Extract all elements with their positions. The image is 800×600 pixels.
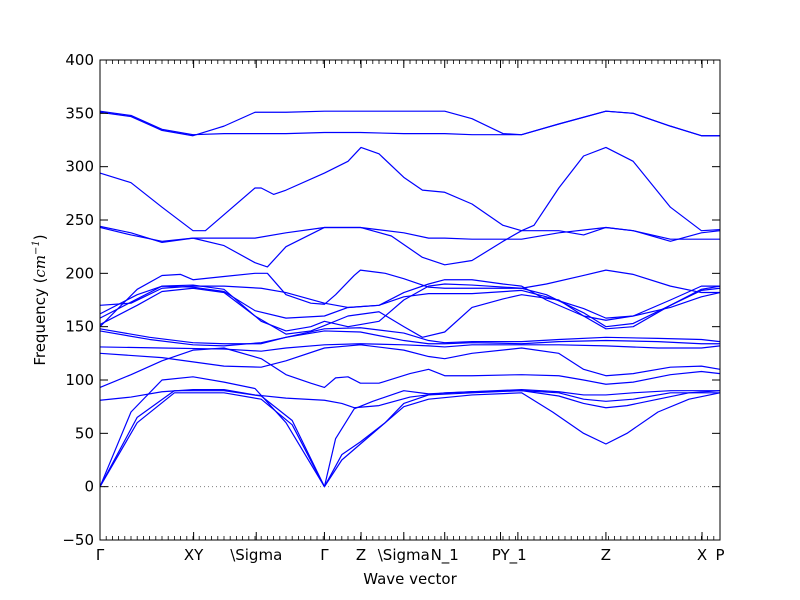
band-line-17	[99, 146, 721, 232]
x-tick-label: Z	[356, 546, 366, 564]
y-tick-label: 300	[65, 158, 94, 176]
x-tick-label: N_1	[431, 546, 459, 565]
x-tick-label: P	[715, 546, 724, 564]
y-tick-label: 400	[65, 51, 94, 69]
x-tick-label: X	[697, 546, 707, 564]
axes: −50 0 50 100 150 200 250 300 350 400 Γ XY \Sigma Γ Z \S…	[62, 51, 724, 565]
y-tick-label: 50	[75, 424, 94, 442]
band-line-16	[99, 226, 721, 268]
band-line-18	[99, 110, 720, 137]
y-axis-label: Frequency (cm−1)	[31, 234, 49, 365]
band-line-15	[99, 225, 720, 243]
x-tick-label: XY	[184, 546, 204, 564]
x-tick-label: \Sigma	[230, 546, 282, 564]
y-tick-label: 350	[65, 104, 94, 122]
y-tick-label: −50	[62, 531, 94, 549]
x-tick-label: Γ	[96, 546, 105, 564]
x-axis-label: Wave vector	[363, 570, 457, 588]
y-tick-label: 100	[65, 371, 94, 389]
y-tick-label: 250	[65, 211, 94, 229]
x-tick-label: PY_1	[492, 546, 527, 565]
x-tick-label: \Sigma	[378, 546, 430, 564]
band-line-13	[99, 285, 721, 319]
plot-area	[99, 110, 721, 488]
y-tick-label: 150	[65, 318, 94, 336]
y-tick-label: 0	[84, 478, 94, 496]
band-line-7	[99, 343, 721, 352]
band-line-2	[99, 390, 721, 488]
band-line-9	[99, 327, 721, 345]
band-line-1	[99, 392, 721, 488]
band-line-5	[99, 347, 721, 389]
y-tick-label: 200	[65, 264, 94, 282]
band-line-3	[99, 376, 720, 488]
band-line-8	[99, 330, 720, 347]
band-line-12	[99, 279, 720, 321]
x-tick-label: Z	[601, 546, 611, 564]
plot-frame	[99, 59, 721, 541]
band-line-11	[99, 283, 721, 332]
band-line-10	[99, 287, 721, 338]
band-line-14	[99, 269, 720, 328]
band-line-4	[99, 389, 720, 409]
band-line-6	[99, 344, 721, 377]
band-line-19	[99, 110, 720, 137]
x-tick-label: Γ	[320, 546, 329, 564]
